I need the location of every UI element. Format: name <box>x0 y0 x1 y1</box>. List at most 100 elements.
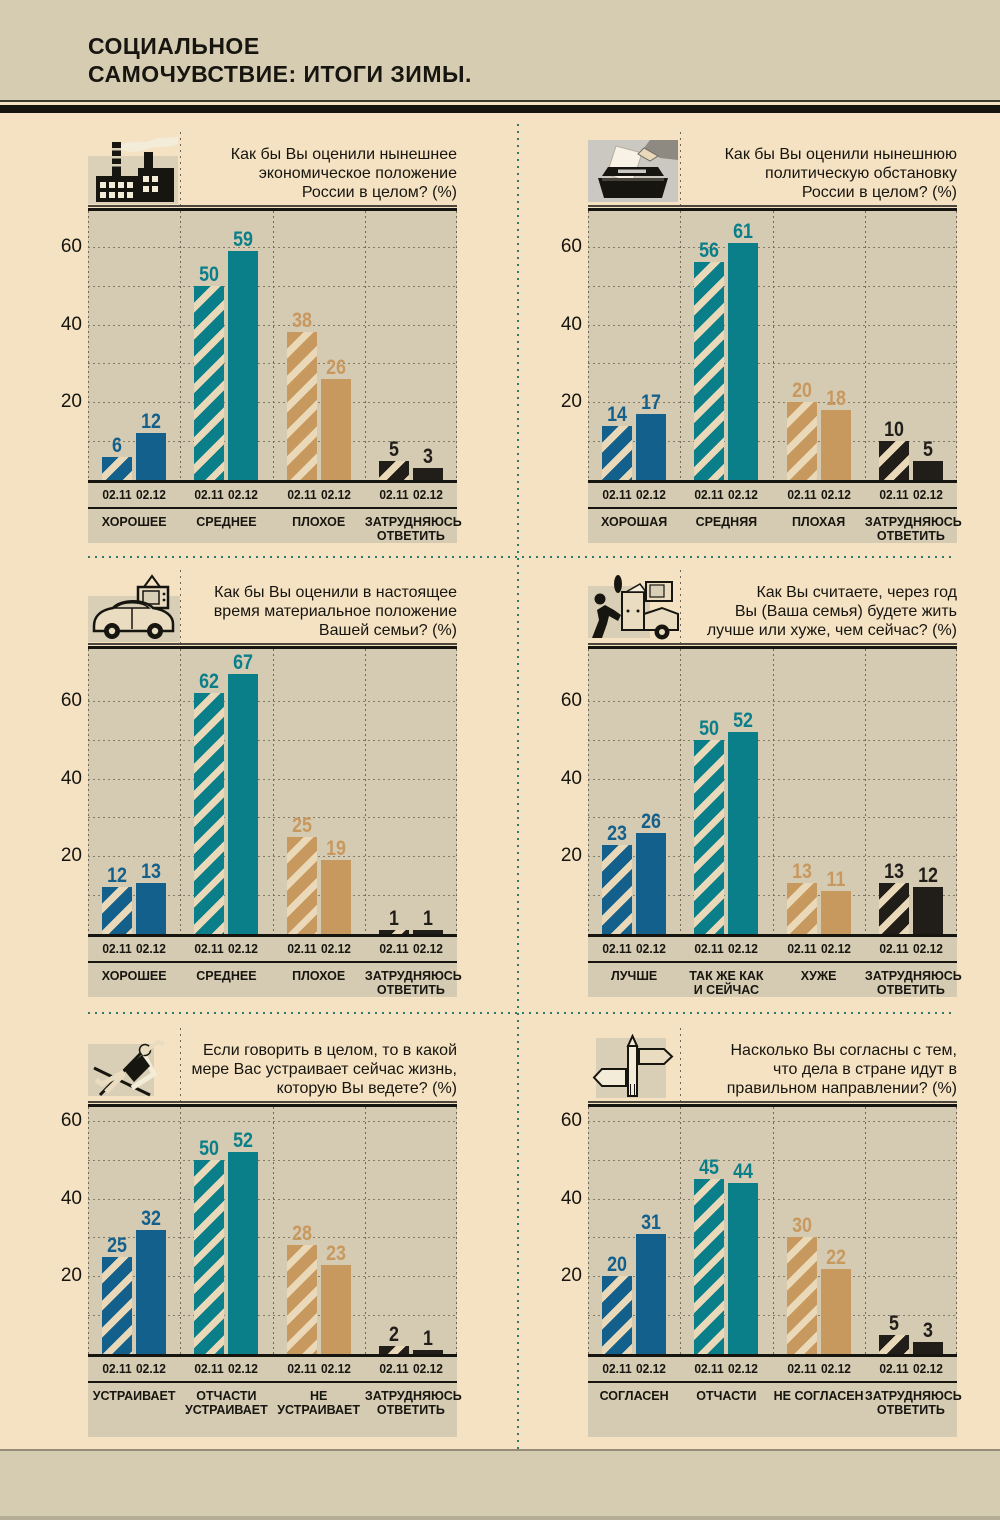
bar <box>136 1229 166 1354</box>
category-separator <box>680 570 681 643</box>
category-separator <box>88 649 89 937</box>
category-separator <box>456 211 457 483</box>
category-separator <box>680 1107 682 1357</box>
x-axis-baseline <box>88 1354 457 1357</box>
bar-value-label: 13 <box>883 860 904 884</box>
category-separator <box>956 1107 957 1357</box>
deck-chair-icon <box>88 1036 184 1100</box>
period-label: 02.12 <box>320 941 351 956</box>
period-label: 02.11 <box>786 1361 817 1376</box>
chart-head: Насколько Вы согласны с тем, что дела в … <box>555 1026 957 1101</box>
category-labels: ХОРОШАЯ СРЕДНЯЯ ПЛОХАЯ ЗАТРУДНЯЮСЬ ОТВЕТИТЬ <box>588 509 962 543</box>
bar <box>228 250 259 480</box>
bar <box>636 832 666 934</box>
period-label: 02.12 <box>820 487 851 502</box>
category-labels: УСТРАИВАЕТ ОТЧАСТИ УСТРАИВАЕТ НЕ УСТРАИВАЕ… <box>88 1383 462 1437</box>
plot: 6 50 38 5 12 59 26 3 <box>88 211 457 483</box>
category-separator <box>272 649 274 937</box>
bar <box>286 836 317 934</box>
bar-value-label: 26 <box>325 355 346 379</box>
category-label: СРЕДНЕЕ <box>196 515 257 529</box>
chart-question: Как бы Вы оценили нынешнее экономическое… <box>230 146 457 201</box>
bar <box>136 433 166 480</box>
category-separator <box>588 649 589 937</box>
category-label: ТАК ЖЕ КАК И СЕЙЧАС <box>689 969 764 997</box>
category-separator <box>456 649 457 937</box>
period-label: 02.12 <box>728 1361 759 1376</box>
period-label: 02.12 <box>820 941 851 956</box>
bar-value-label: 38 <box>291 309 312 333</box>
bar <box>412 1350 443 1354</box>
plot-area: 6 50 38 5 12 59 26 3 02.11 02.12 02.11 02.12 02.11 02… <box>88 211 462 543</box>
period-label: 02.11 <box>379 941 409 956</box>
bar <box>786 883 817 934</box>
bar <box>194 693 225 934</box>
row-divider-2 <box>88 1012 956 1014</box>
category-label: ЗАТРУДНЯЮСЬ ОТВЕТИТЬ <box>864 1389 962 1417</box>
bar-value-label: 5 <box>922 437 933 461</box>
y-axis-tick: 40 <box>60 1187 82 1209</box>
period-label: 02.11 <box>102 941 132 956</box>
period-label: 02.12 <box>636 941 666 956</box>
category-label: ЛУЧШЕ <box>611 969 658 983</box>
bar-value-label: 56 <box>699 239 720 263</box>
period-label: 02.12 <box>320 487 351 502</box>
bar-value-label: 28 <box>291 1222 312 1246</box>
y-axis-tick: 40 <box>560 1187 582 1209</box>
x-axis-baseline <box>588 1354 957 1357</box>
axis-label-area: 02.11 02.12 02.11 02.12 02.11 02.12 02.11 02.12… <box>588 483 962 543</box>
bar-value-label: 52 <box>233 1128 254 1152</box>
period-label: 02.12 <box>636 487 666 502</box>
category-separator <box>180 1028 181 1101</box>
y-axis-tick: 40 <box>60 767 82 789</box>
bar-value-label: 25 <box>291 813 312 837</box>
header-rule-thick <box>0 105 1000 113</box>
category-separator <box>772 649 774 937</box>
y-axis-tick: 20 <box>560 391 582 413</box>
bar-value-label: 2 <box>388 1323 399 1347</box>
chart-head: Если говорить в целом, то в какой мере В… <box>55 1026 457 1101</box>
axis-label-area: 02.11 02.12 02.11 02.12 02.11 02.12 02.11 02.12… <box>588 1357 962 1437</box>
y-axis-tick: 60 <box>560 1109 582 1131</box>
category-separator <box>364 211 366 483</box>
bar-value-label: 17 <box>641 390 661 414</box>
x-axis-baseline <box>88 934 457 937</box>
category-separator <box>272 211 274 483</box>
bar-value-label: 1 <box>422 907 433 931</box>
bar-value-label: 50 <box>199 262 220 286</box>
car-tv-icon <box>88 574 180 642</box>
category-labels: СОГЛАСЕН ОТЧАСТИ НЕ СОГЛАСЕН ЗАТРУДНЯЮСЬ ОТ… <box>588 1383 962 1437</box>
axis-label-area: 02.11 02.12 02.11 02.12 02.11 02.12 02.11 02.12… <box>88 1357 462 1437</box>
axis-label-area: 02.11 02.12 02.11 02.12 02.11 02.12 02.11 02.12… <box>88 937 462 997</box>
factory-icon <box>88 134 178 204</box>
category-label: ЗАТРУДНЯЮСЬ ОТВЕТИТЬ <box>364 515 462 543</box>
period-label: 02.12 <box>136 1361 166 1376</box>
bar <box>912 887 943 934</box>
period-label: 02.11 <box>102 487 132 502</box>
period-label: 02.11 <box>102 1361 132 1376</box>
category-separator <box>956 211 957 483</box>
bar-value-label: 23 <box>607 821 627 845</box>
category-separator <box>88 1107 89 1357</box>
row-divider-1 <box>88 556 956 558</box>
category-label: ХОРОШАЯ <box>601 515 668 529</box>
bar-value-label: 30 <box>791 1214 812 1238</box>
chart-question: Насколько Вы согласны с тем, что дела в … <box>726 1042 957 1097</box>
period-label: 02.11 <box>194 487 224 502</box>
bar-value-label: 23 <box>325 1241 346 1265</box>
signpost-icon <box>588 1033 678 1100</box>
chart-question: Как Вы считаете, через год Вы (Ваша семь… <box>706 584 957 639</box>
period-label: 02.12 <box>320 1361 351 1376</box>
bar <box>194 285 225 480</box>
bar-value-label: 50 <box>199 1136 220 1160</box>
bar-value-label: 50 <box>699 716 720 740</box>
axis-label-area: 02.11 02.12 02.11 02.12 02.11 02.12 02.11 02.12… <box>88 483 462 543</box>
axis-rule <box>588 961 957 963</box>
category-separator <box>864 1107 866 1357</box>
bar <box>286 1245 317 1354</box>
category-separator <box>864 211 866 483</box>
bar-value-label: 1 <box>388 907 399 931</box>
category-separator <box>180 211 182 483</box>
category-separator <box>588 1107 589 1357</box>
period-label: 02.12 <box>912 1361 943 1376</box>
